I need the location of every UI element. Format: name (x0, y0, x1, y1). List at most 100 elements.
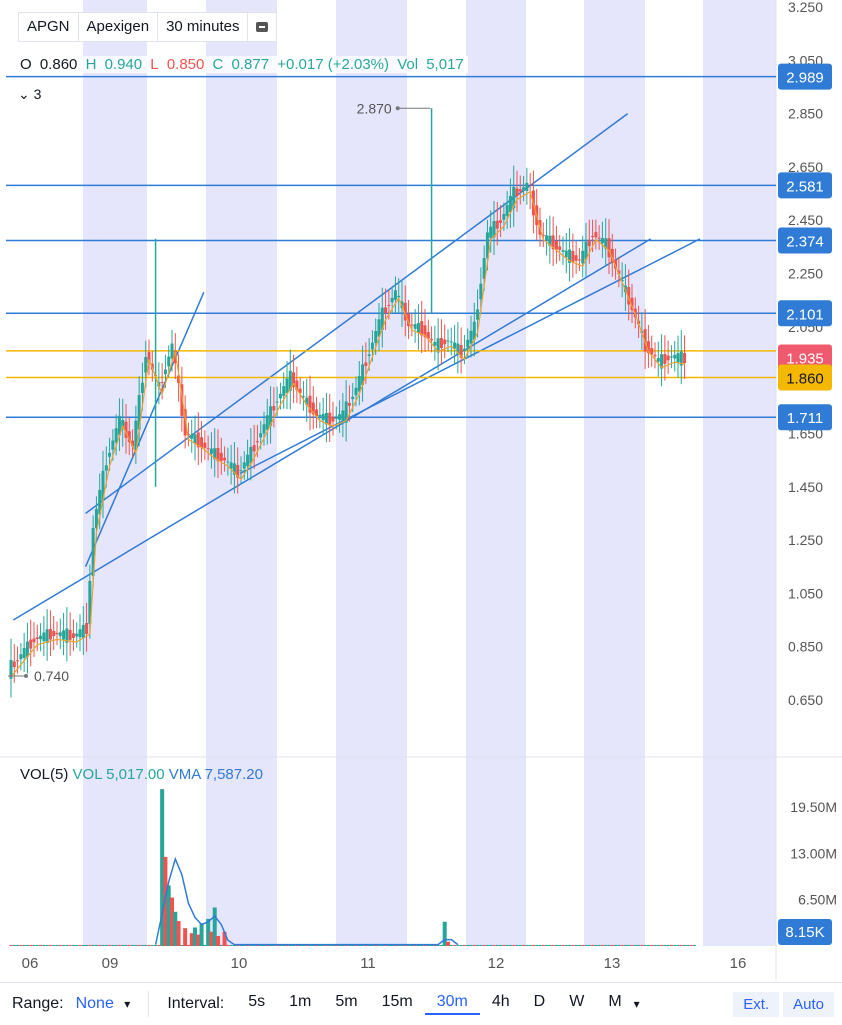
volume-bar (78, 944, 82, 946)
volume-bar (58, 944, 62, 946)
volume-bar (361, 944, 365, 946)
volume-bar (341, 944, 345, 946)
volume-bar (653, 944, 657, 946)
volume-bar (216, 936, 220, 946)
volume-bar (81, 944, 85, 946)
volume-bar (374, 944, 378, 946)
candle-body (311, 402, 315, 415)
interval-M[interactable]: M (608, 993, 622, 1010)
y-tick-label: 1.450 (788, 479, 823, 495)
candle-body (301, 396, 305, 398)
candle-body (407, 313, 411, 327)
auto-button[interactable]: Auto (783, 991, 834, 1017)
interval-15m[interactable]: 15m (381, 993, 413, 1010)
interval-D[interactable]: D (533, 993, 546, 1010)
caret-down-icon[interactable]: ▾ (124, 997, 131, 1011)
candle-body (397, 295, 401, 298)
x-tick-label: 10 (231, 955, 248, 972)
candle-body (71, 633, 75, 638)
candle-body (344, 401, 348, 423)
candle-body (19, 654, 23, 660)
candle-body (216, 448, 220, 462)
candle-body (489, 226, 493, 238)
interval-4h[interactable]: 4h (491, 993, 510, 1010)
range-value[interactable]: None (75, 995, 114, 1012)
volume-bar (420, 944, 424, 946)
interval-more[interactable]: ▾ (633, 997, 640, 1011)
symbol-box[interactable]: APGN Apexigen 30 minutes (18, 12, 278, 42)
candle-body (32, 638, 36, 643)
interval-W[interactable]: W (569, 993, 585, 1010)
candle-body (370, 342, 374, 350)
volume-bar (423, 944, 427, 946)
interval-1m[interactable]: 1m (289, 993, 312, 1010)
candle-body (131, 440, 135, 447)
level-badge-label: 1.935 (786, 350, 824, 367)
interval-5m[interactable]: 5m (335, 993, 358, 1010)
volume-bar (98, 944, 102, 946)
y-tick-label: 2.850 (788, 106, 823, 122)
candle-body (423, 325, 427, 338)
candle-body (676, 353, 680, 363)
candle-body (9, 660, 13, 679)
volume-bar (249, 944, 253, 946)
volume-bar (150, 944, 154, 946)
low-label: L (150, 56, 159, 73)
y-tick-label: 2.650 (788, 159, 823, 175)
candle-body (147, 352, 151, 364)
interval-30m[interactable]: 30m (424, 993, 480, 1015)
menu-icon[interactable] (256, 22, 269, 32)
volume-bar (692, 944, 696, 946)
level-badge-label: 1.711 (787, 410, 823, 427)
candle-body (331, 416, 335, 422)
volume-bar (344, 944, 348, 946)
interval-5s[interactable]: 5s (248, 993, 266, 1010)
candle-body (94, 508, 98, 529)
volume-bar (410, 944, 414, 946)
level-badge (778, 300, 832, 327)
candle-body (561, 250, 565, 252)
level-badge-label: 2.581 (786, 178, 824, 195)
bottom-toolbar: Range: None ▾ Interval: 5s 1m 5m 15m 30m 4h D W… (0, 982, 842, 1025)
range-select[interactable]: None ▾ (76, 995, 143, 1013)
ext-button[interactable]: Ext. (733, 991, 780, 1017)
volume-bar (370, 944, 374, 946)
candle-body (587, 239, 591, 247)
volume-bar (265, 944, 269, 946)
candle-body (472, 321, 476, 340)
candle-body (324, 412, 328, 425)
volume-indicator-name: VOL(5) (20, 766, 69, 783)
candle-body (140, 382, 144, 394)
volume-bar (416, 944, 420, 946)
candle-body (347, 402, 351, 406)
divider (148, 991, 150, 1017)
volume-bar (144, 944, 148, 946)
candle-body (377, 319, 381, 337)
volume-bar (357, 944, 361, 946)
volume-bar (574, 944, 578, 946)
candle-body (170, 343, 174, 359)
volume-bar (35, 944, 39, 946)
volume-bar (222, 931, 227, 946)
candle-body (577, 259, 581, 261)
volume-bar (594, 944, 598, 946)
symbol-ticker[interactable]: APGN (19, 13, 79, 41)
chevron-down-icon[interactable]: ⌄ (18, 86, 30, 102)
volume-bar (134, 944, 138, 946)
candle-body (262, 424, 266, 434)
volume-bar (272, 944, 276, 946)
indicator-collapse[interactable]: ⌄ 3 (18, 86, 41, 103)
volume-bar (131, 944, 135, 946)
candle-body (600, 238, 604, 244)
volume-bar (328, 944, 332, 946)
low-annotation-dot (24, 674, 28, 679)
volume-bar (315, 944, 319, 946)
volume-bar (400, 944, 404, 946)
candle-body (495, 220, 499, 229)
volume-bar (29, 944, 33, 946)
candle-body (78, 629, 82, 638)
interval-label[interactable]: 30 minutes (158, 13, 249, 41)
candle-body (617, 270, 621, 275)
volume-bar (236, 944, 240, 946)
